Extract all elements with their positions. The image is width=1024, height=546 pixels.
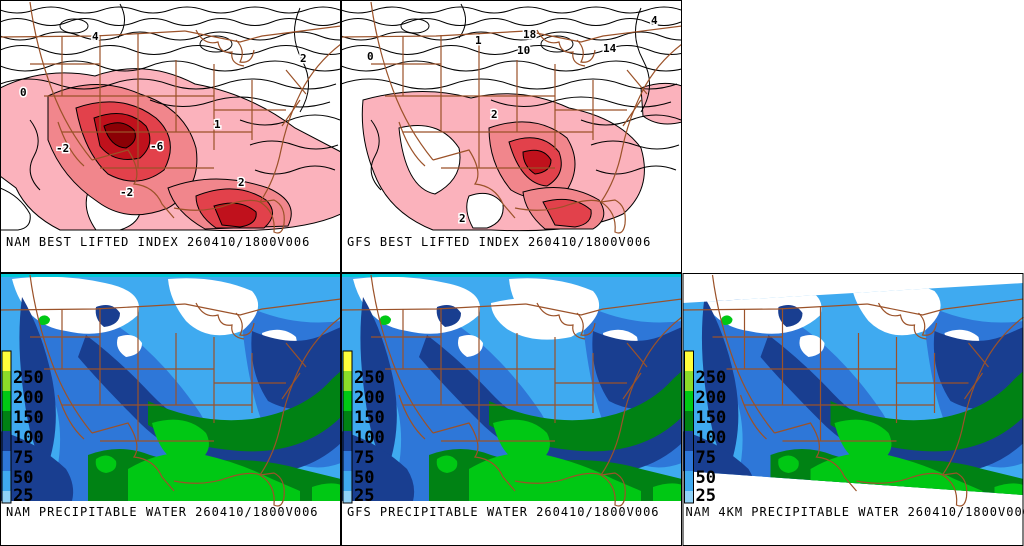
contour-label: 4: [92, 30, 99, 43]
contour-label: 18: [523, 28, 536, 41]
dry-area-patch: [491, 297, 586, 340]
contour-label: -6: [150, 140, 164, 153]
panel-title: GFS BEST LIFTED INDEX 260410/1800V006: [347, 235, 651, 249]
panel-nam-lifted-index[interactable]: 250 200 150 100 75 50 25: [0, 0, 341, 273]
nam-lifted-index-map: 250 200 150 100 75 50 25: [0, 0, 341, 273]
empty-cell: [682, 0, 1024, 273]
gfs-lifted-index-map: 18 10 14 4 2 1 0 2 GFS BEST LIFTED INDEX…: [341, 0, 682, 273]
panel-nam4km-precipitable-water[interactable]: NAM 4KM PRECIPITABLE WATER 260410/1800V0…: [682, 273, 1024, 546]
panel-gfs-lifted-index[interactable]: 18 10 14 4 2 1 0 2 GFS BEST LIFTED INDEX…: [341, 0, 682, 273]
contour-label: 10: [517, 44, 530, 57]
contour-label: 1: [214, 118, 221, 131]
contour-label: 2: [491, 108, 498, 121]
panel-title: GFS PRECIPITABLE WATER 260410/1800V006: [347, 505, 660, 519]
contour-label: -2: [120, 186, 133, 199]
li-shading: [361, 82, 682, 232]
domain-edge: [342, 274, 681, 277]
panel-title: NAM PRECIPITABLE WATER 260410/1800V006: [6, 505, 319, 519]
contour-label: 2: [459, 212, 466, 225]
contour-label: 2: [300, 52, 307, 65]
nam-precipitable-water-map: NAM PRECIPITABLE WATER 260410/1800V006: [0, 273, 341, 546]
domain-edge: [1, 274, 340, 277]
contour-label: 2: [238, 176, 245, 189]
contour-label: 0: [20, 86, 27, 99]
panel-nam-precipitable-water[interactable]: NAM PRECIPITABLE WATER 260410/1800V006: [0, 273, 341, 546]
panel-title: NAM BEST LIFTED INDEX 260410/1800V006: [6, 235, 310, 249]
contour-label: 14: [603, 42, 617, 55]
panel-gfs-precipitable-water[interactable]: GFS PRECIPITABLE WATER 260410/1800V006: [341, 273, 682, 546]
panel-title: NAM 4KM PRECIPITABLE WATER 260410/1800V0…: [686, 505, 1024, 519]
contour-label: -2: [56, 142, 69, 155]
nam4km-precipitable-water-map: NAM 4KM PRECIPITABLE WATER 260410/1800V0…: [682, 273, 1024, 546]
gfs-precipitable-water-map: GFS PRECIPITABLE WATER 260410/1800V006: [341, 273, 682, 546]
contour-label: 4: [651, 14, 658, 27]
contour-label: 0: [367, 50, 374, 63]
contour-label: 1: [475, 34, 482, 47]
contour-value-labels: 18 10 14 4 2 1 0 2: [366, 13, 660, 227]
contour-value-labels: 4 2 -2 -6 1 0 -2 2: [19, 29, 309, 201]
